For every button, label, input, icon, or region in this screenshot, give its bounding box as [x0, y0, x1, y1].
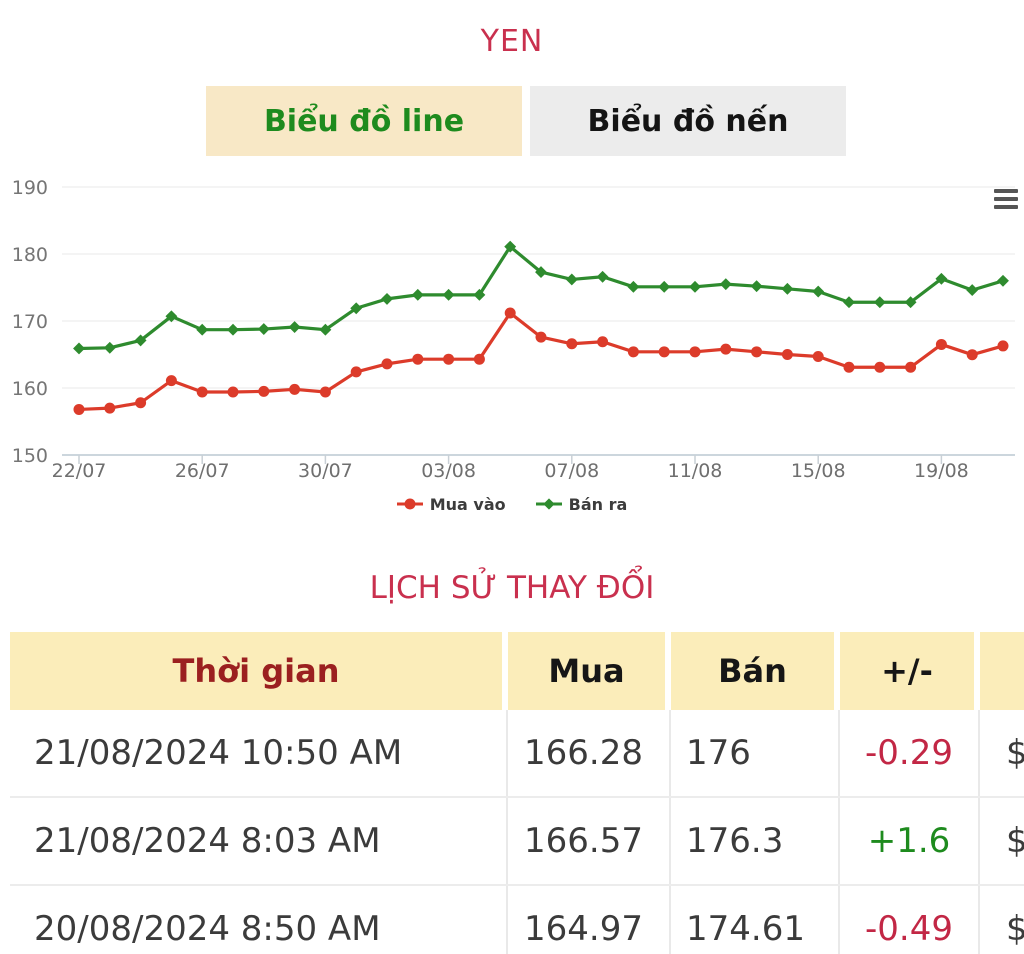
svg-text:190: 190	[12, 177, 48, 199]
svg-text:11/08: 11/08	[668, 460, 723, 482]
history-currency: $	[980, 886, 1024, 954]
col-header-time: Thời gian	[10, 632, 508, 710]
tab-line-chart[interactable]: Biểu đồ line	[206, 86, 522, 156]
col-header-mua: Mua	[508, 632, 671, 710]
history-ban: 176	[671, 710, 840, 796]
svg-text:160: 160	[12, 378, 48, 400]
col-header-currency	[980, 632, 1024, 710]
history-currency: $	[980, 798, 1024, 884]
chart-type-tabs: Biểu đồ line Biểu đồ nến	[206, 86, 846, 156]
history-table-header: Thời gian Mua Bán +/-	[10, 632, 1024, 710]
page-title: YEN	[480, 24, 544, 59]
history-mua: 166.57	[508, 798, 671, 884]
legend-label: Bán ra	[568, 494, 628, 514]
history-mua: 164.97	[508, 886, 671, 954]
hamburger-menu-icon[interactable]	[994, 189, 1018, 209]
legend-item-ban-ra[interactable]: Bán ra	[535, 494, 628, 514]
legend-item-mua-vao[interactable]: Mua vào	[396, 494, 506, 514]
col-header-ban: Bán	[671, 632, 840, 710]
tab-candle-chart[interactable]: Biểu đồ nến	[530, 86, 846, 156]
svg-text:150: 150	[12, 445, 48, 467]
history-change: -0.29	[840, 710, 980, 796]
legend-marker-diamond-icon	[535, 498, 562, 510]
history-table-body: 21/08/2024 10:50 AM 166.28 176 -0.29 $21/08/…	[10, 710, 1024, 954]
history-ban: 174.61	[671, 886, 840, 954]
svg-text:180: 180	[12, 244, 48, 266]
history-time: 20/08/2024 8:50 AM	[10, 886, 508, 954]
chart-plot[interactable]: 150 160 170 180 190 22/07 26/07 30/07 03/08 07/08…	[0, 170, 1024, 485]
history-mua: 166.28	[508, 710, 671, 796]
exchange-rate-chart[interactable]: 150 160 170 180 190 22/07 26/07 30/07 03/08 07/08…	[0, 170, 1024, 485]
svg-text:22/07: 22/07	[52, 460, 107, 482]
svg-text:15/08: 15/08	[791, 460, 846, 482]
legend-marker-circle-icon	[396, 498, 423, 510]
table-row: 20/08/2024 8:50 AM 164.97 174.61 -0.49 $	[10, 886, 1024, 954]
svg-text:07/08: 07/08	[544, 460, 599, 482]
svg-text:19/08: 19/08	[914, 460, 969, 482]
legend-label: Mua vào	[429, 494, 506, 514]
svg-text:26/07: 26/07	[175, 460, 230, 482]
history-ban: 176.3	[671, 798, 840, 884]
history-table: Thời gian Mua Bán +/- 21/08/2024 10:50 A…	[10, 632, 1024, 954]
history-change: -0.49	[840, 886, 980, 954]
table-row: 21/08/2024 8:03 AM 166.57 176.3 +1.6 $	[10, 798, 1024, 886]
history-change: +1.6	[840, 798, 980, 884]
history-time: 21/08/2024 8:03 AM	[10, 798, 508, 884]
history-time: 21/08/2024 10:50 AM	[10, 710, 508, 796]
table-row: 21/08/2024 10:50 AM 166.28 176 -0.29 $	[10, 710, 1024, 798]
history-section-title: LỊCH SỬ THAY ĐỔI	[369, 570, 655, 606]
svg-text:03/08: 03/08	[421, 460, 476, 482]
col-header-change: +/-	[840, 632, 980, 710]
svg-text:30/07: 30/07	[298, 460, 353, 482]
svg-text:170: 170	[12, 311, 48, 333]
history-currency: $	[980, 710, 1024, 796]
chart-legend: Mua vào Bán ra	[0, 490, 1024, 518]
